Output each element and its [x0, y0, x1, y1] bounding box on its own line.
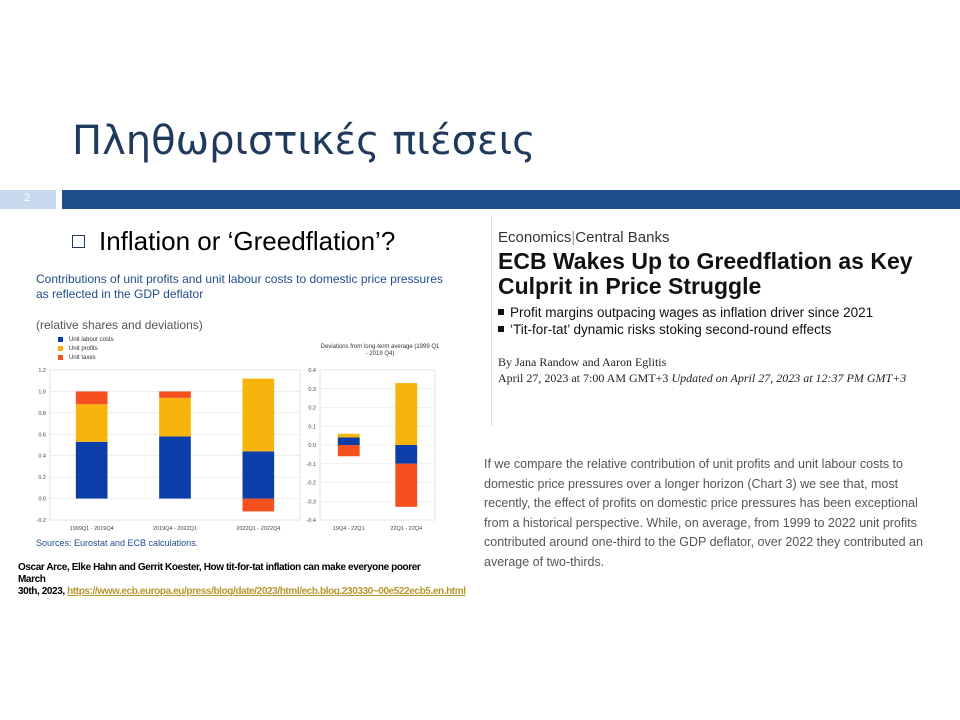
legend-item-labour: Unit labour costs — [58, 336, 114, 345]
y-tick-label: -0.2 — [37, 518, 46, 524]
slide-title: Πληθωριστικές πιέσεις — [72, 118, 536, 164]
subcategory-label[interactable]: Central Banks — [575, 229, 670, 246]
published-date: April 27, 2023 at 7:00 AM GMT+3 — [498, 371, 669, 385]
square-bullet-icon — [498, 326, 504, 333]
reference-link[interactable]: https://www.ecb.europa.eu/press/blog/dat… — [67, 586, 466, 597]
stacked-bar-chart-shares: 1.2 1.0 0.8 0.6 0.4 0.2 0.0 -0.2 1999Q1 - 2019Q4… — [37, 368, 301, 532]
chart-legend: Unit labour costs Unit profits Unit taxe… — [58, 336, 114, 363]
slide-number-box — [0, 190, 56, 209]
article-bullets: Profit margins outpacing wages as inflat… — [498, 304, 873, 338]
y-tick-label: 0.4 — [38, 454, 46, 460]
y-tick-label: 0.0 — [308, 443, 316, 449]
bar-segment — [395, 383, 418, 445]
bar-segment — [395, 445, 418, 464]
chart-subtitle: (relative shares and deviations) — [36, 318, 203, 332]
article-bullet: ‘Tit-for-tat’ dynamic risks stoking seco… — [498, 321, 873, 338]
x-tick-label: 2022Q1 - 2022Q4 — [236, 526, 280, 532]
reference-article-title: How tit-for-tat inflation can make every… — [201, 562, 421, 573]
category-label[interactable]: Economics — [498, 229, 572, 246]
bar-segment — [395, 463, 418, 507]
reference-citation: Oscar Arce, Elke Hahn and Gerrit Koester… — [18, 562, 518, 598]
bar-segment — [75, 441, 108, 499]
legend-label: Unit profits — [69, 346, 98, 352]
reference-date-day: 30th, 2023, — [18, 586, 65, 597]
y-tick-label: -0.1 — [307, 462, 316, 468]
slide-number: 2 — [24, 192, 31, 204]
stacked-bar-chart-deviations: 0.4 0.3 0.2 0.1 0.0 -0.1 -0.2 -0.3 -0.4 19Q4 - 22… — [307, 368, 436, 532]
bar-segment — [159, 436, 191, 499]
x-tick-label: 22Q1 - 22Q4 — [390, 526, 422, 532]
bar-segment — [242, 378, 275, 452]
reference-authors: Oscar Arce, Elke Hahn and Gerrit Koester… — [18, 562, 202, 573]
y-tick-label: -0.2 — [307, 481, 316, 487]
y-tick-label: 1.0 — [38, 389, 46, 395]
bar-segment — [75, 391, 108, 405]
x-tick-label: 2019Q4 - 2022Q1 — [153, 526, 197, 532]
y-tick-label: -0.4 — [307, 518, 316, 524]
article-headline: ECB Wakes Up to Greedflation as Key Culp… — [498, 248, 913, 299]
legend-item-profits: Unit profits — [58, 345, 114, 354]
slide-bullet: Inflation or ‘Greedflation’? — [72, 226, 395, 257]
y-tick-label: 0.8 — [38, 411, 46, 417]
bar-segment — [242, 498, 275, 512]
chart-source: Sources: Eurostat and ECB calculations. — [36, 538, 199, 548]
y-tick-label: 1.2 — [38, 368, 46, 374]
blog-quote: If we compare the relative contribution … — [484, 457, 923, 569]
y-tick-label: 0.2 — [38, 475, 46, 481]
article-category: Economics|Central Banks — [498, 229, 670, 246]
legend-label: Unit taxes — [69, 355, 96, 361]
y-tick-label: 0.0 — [38, 497, 46, 503]
article-bullet: Profit margins outpacing wages as inflat… — [498, 304, 873, 321]
y-tick-label: 0.1 — [308, 424, 316, 430]
bar-segment — [242, 451, 275, 499]
bar-segment — [337, 445, 360, 457]
x-tick-label: 19Q4 - 22Q1 — [333, 526, 365, 532]
header-bar — [62, 190, 960, 209]
x-tick-label: 1999Q1 - 2019Q4 — [70, 526, 114, 532]
chart-caption: Contributions of unit profits and unit l… — [36, 272, 443, 301]
byline-dates: April 27, 2023 at 7:00 AM GMT+3 Updated … — [498, 370, 918, 386]
byline-authors: By Jana Randow and Aaron Eglitis — [498, 355, 667, 369]
updated-date: Updated on April 27, 2023 at 12:37 PM GM… — [671, 371, 907, 385]
y-tick-label: 0.3 — [308, 387, 316, 393]
bar-segment — [337, 433, 360, 438]
bar-segment — [337, 437, 360, 445]
bar-segment — [159, 397, 191, 437]
bar-segment — [75, 404, 108, 442]
square-bullet-icon — [498, 309, 504, 316]
reference-date-month: March — [18, 574, 46, 585]
bullet-text: Inflation or ‘Greedflation’? — [99, 226, 396, 256]
legend-item-taxes: Unit taxes — [58, 354, 114, 363]
article-byline: By Jana Randow and Aaron Eglitis April 2… — [498, 354, 918, 386]
y-tick-label: 0.4 — [308, 368, 316, 374]
deviation-chart-title: Deviations from long-term average (1999 … — [320, 344, 440, 357]
square-bullet-icon — [72, 234, 85, 248]
legend-label: Unit labour costs — [69, 337, 114, 343]
y-tick-label: 0.6 — [38, 432, 46, 438]
y-tick-label: 0.2 — [308, 406, 316, 412]
bar-segment — [159, 391, 191, 398]
article-divider — [491, 216, 492, 426]
y-tick-label: -0.3 — [307, 499, 316, 505]
